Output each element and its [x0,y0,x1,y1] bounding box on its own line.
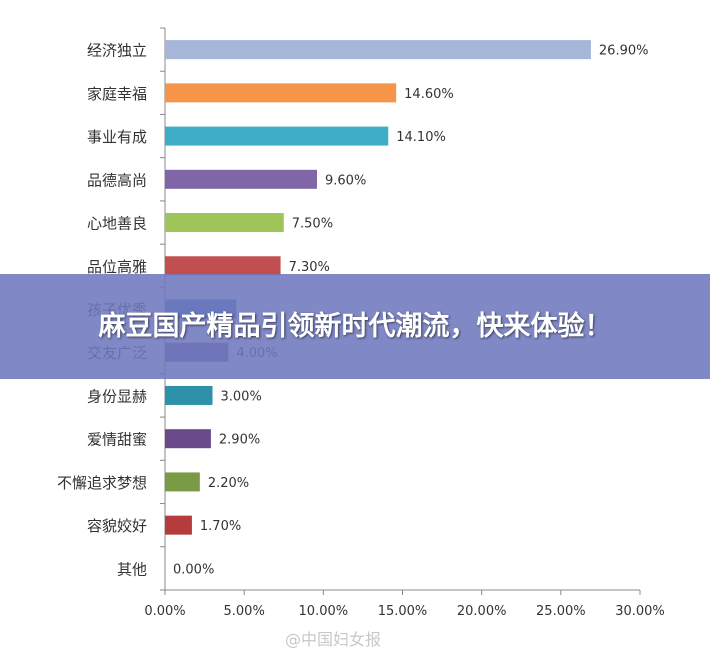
bar [165,385,213,405]
bar [165,40,591,60]
category-label: 不懈追求梦想 [57,474,147,492]
value-label: 7.30% [289,260,330,275]
value-label: 1.70% [200,519,241,534]
value-label: 2.90% [219,433,260,448]
x-tick-label: 5.00% [224,604,265,619]
banner-text: 麻豆国产精品引领新时代潮流，快来体验！ [98,310,612,342]
category-label: 家庭幸福 [87,85,147,103]
value-label: 9.60% [325,173,366,188]
bar [165,213,284,233]
bar [165,256,281,276]
bar [165,429,211,449]
category-label: 品德高尚 [87,171,147,189]
bar [165,126,389,146]
value-label: 7.50% [292,217,333,232]
value-label: 14.10% [396,130,446,145]
bar [165,83,397,103]
bar [165,169,317,189]
category-label: 容貌姣好 [87,517,147,535]
bar [165,515,192,535]
overlay-banner[interactable]: 麻豆国产精品引领新时代潮流，快来体验！ [0,274,710,379]
category-label: 经济独立 [87,42,147,60]
x-tick-label: 20.00% [457,604,507,619]
category-label: 事业有成 [87,128,147,146]
category-label: 心地善良 [87,215,147,233]
x-tick-label: 15.00% [378,604,428,619]
category-label: 其他 [117,560,147,578]
x-tick-label: 25.00% [536,604,586,619]
value-label: 26.90% [599,44,649,59]
x-tick-label: 30.00% [615,604,665,619]
x-tick-label: 10.00% [299,604,349,619]
watermark-text: @中国妇女报 [285,630,382,649]
value-label: 14.60% [404,87,454,102]
value-label: 0.00% [173,562,214,577]
category-label: 品位高雅 [87,258,147,276]
x-tick-label: 0.00% [144,604,185,619]
value-label: 2.20% [208,476,249,491]
category-label: 爱情甜蜜 [87,431,147,449]
category-label: 身份显赫 [87,387,147,405]
bar [165,472,200,492]
value-label: 3.00% [221,389,262,404]
